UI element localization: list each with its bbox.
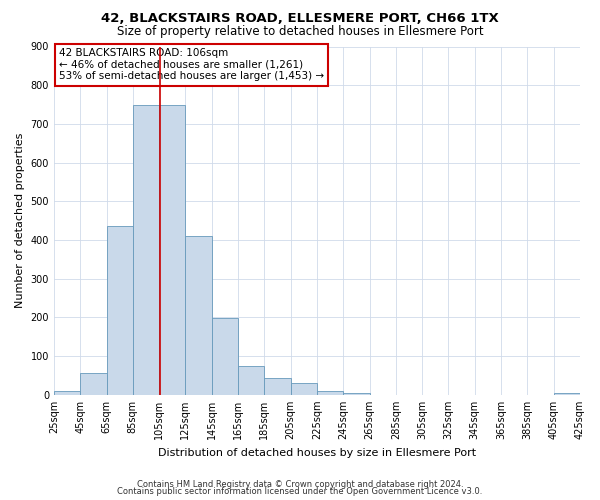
Bar: [554, 393, 580, 395]
Bar: [107, 226, 133, 395]
Y-axis label: Number of detached properties: Number of detached properties: [15, 133, 25, 308]
Text: Contains public sector information licensed under the Open Government Licence v3: Contains public sector information licen…: [118, 487, 482, 496]
Bar: [159, 104, 185, 395]
Text: Contains HM Land Registry data © Crown copyright and database right 2024.: Contains HM Land Registry data © Crown c…: [137, 480, 463, 489]
Bar: [212, 318, 238, 395]
Bar: [238, 366, 265, 395]
Bar: [290, 383, 317, 395]
Bar: [133, 104, 159, 395]
Text: 42, BLACKSTAIRS ROAD, ELLESMERE PORT, CH66 1TX: 42, BLACKSTAIRS ROAD, ELLESMERE PORT, CH…: [101, 12, 499, 26]
Bar: [317, 391, 343, 395]
X-axis label: Distribution of detached houses by size in Ellesmere Port: Distribution of detached houses by size …: [158, 448, 476, 458]
Text: Size of property relative to detached houses in Ellesmere Port: Size of property relative to detached ho…: [116, 25, 484, 38]
Bar: [265, 378, 290, 395]
Bar: [185, 236, 212, 395]
Bar: [80, 372, 107, 395]
Bar: [343, 393, 370, 395]
Bar: [54, 391, 80, 395]
Text: 42 BLACKSTAIRS ROAD: 106sqm
← 46% of detached houses are smaller (1,261)
53% of : 42 BLACKSTAIRS ROAD: 106sqm ← 46% of det…: [59, 48, 325, 82]
